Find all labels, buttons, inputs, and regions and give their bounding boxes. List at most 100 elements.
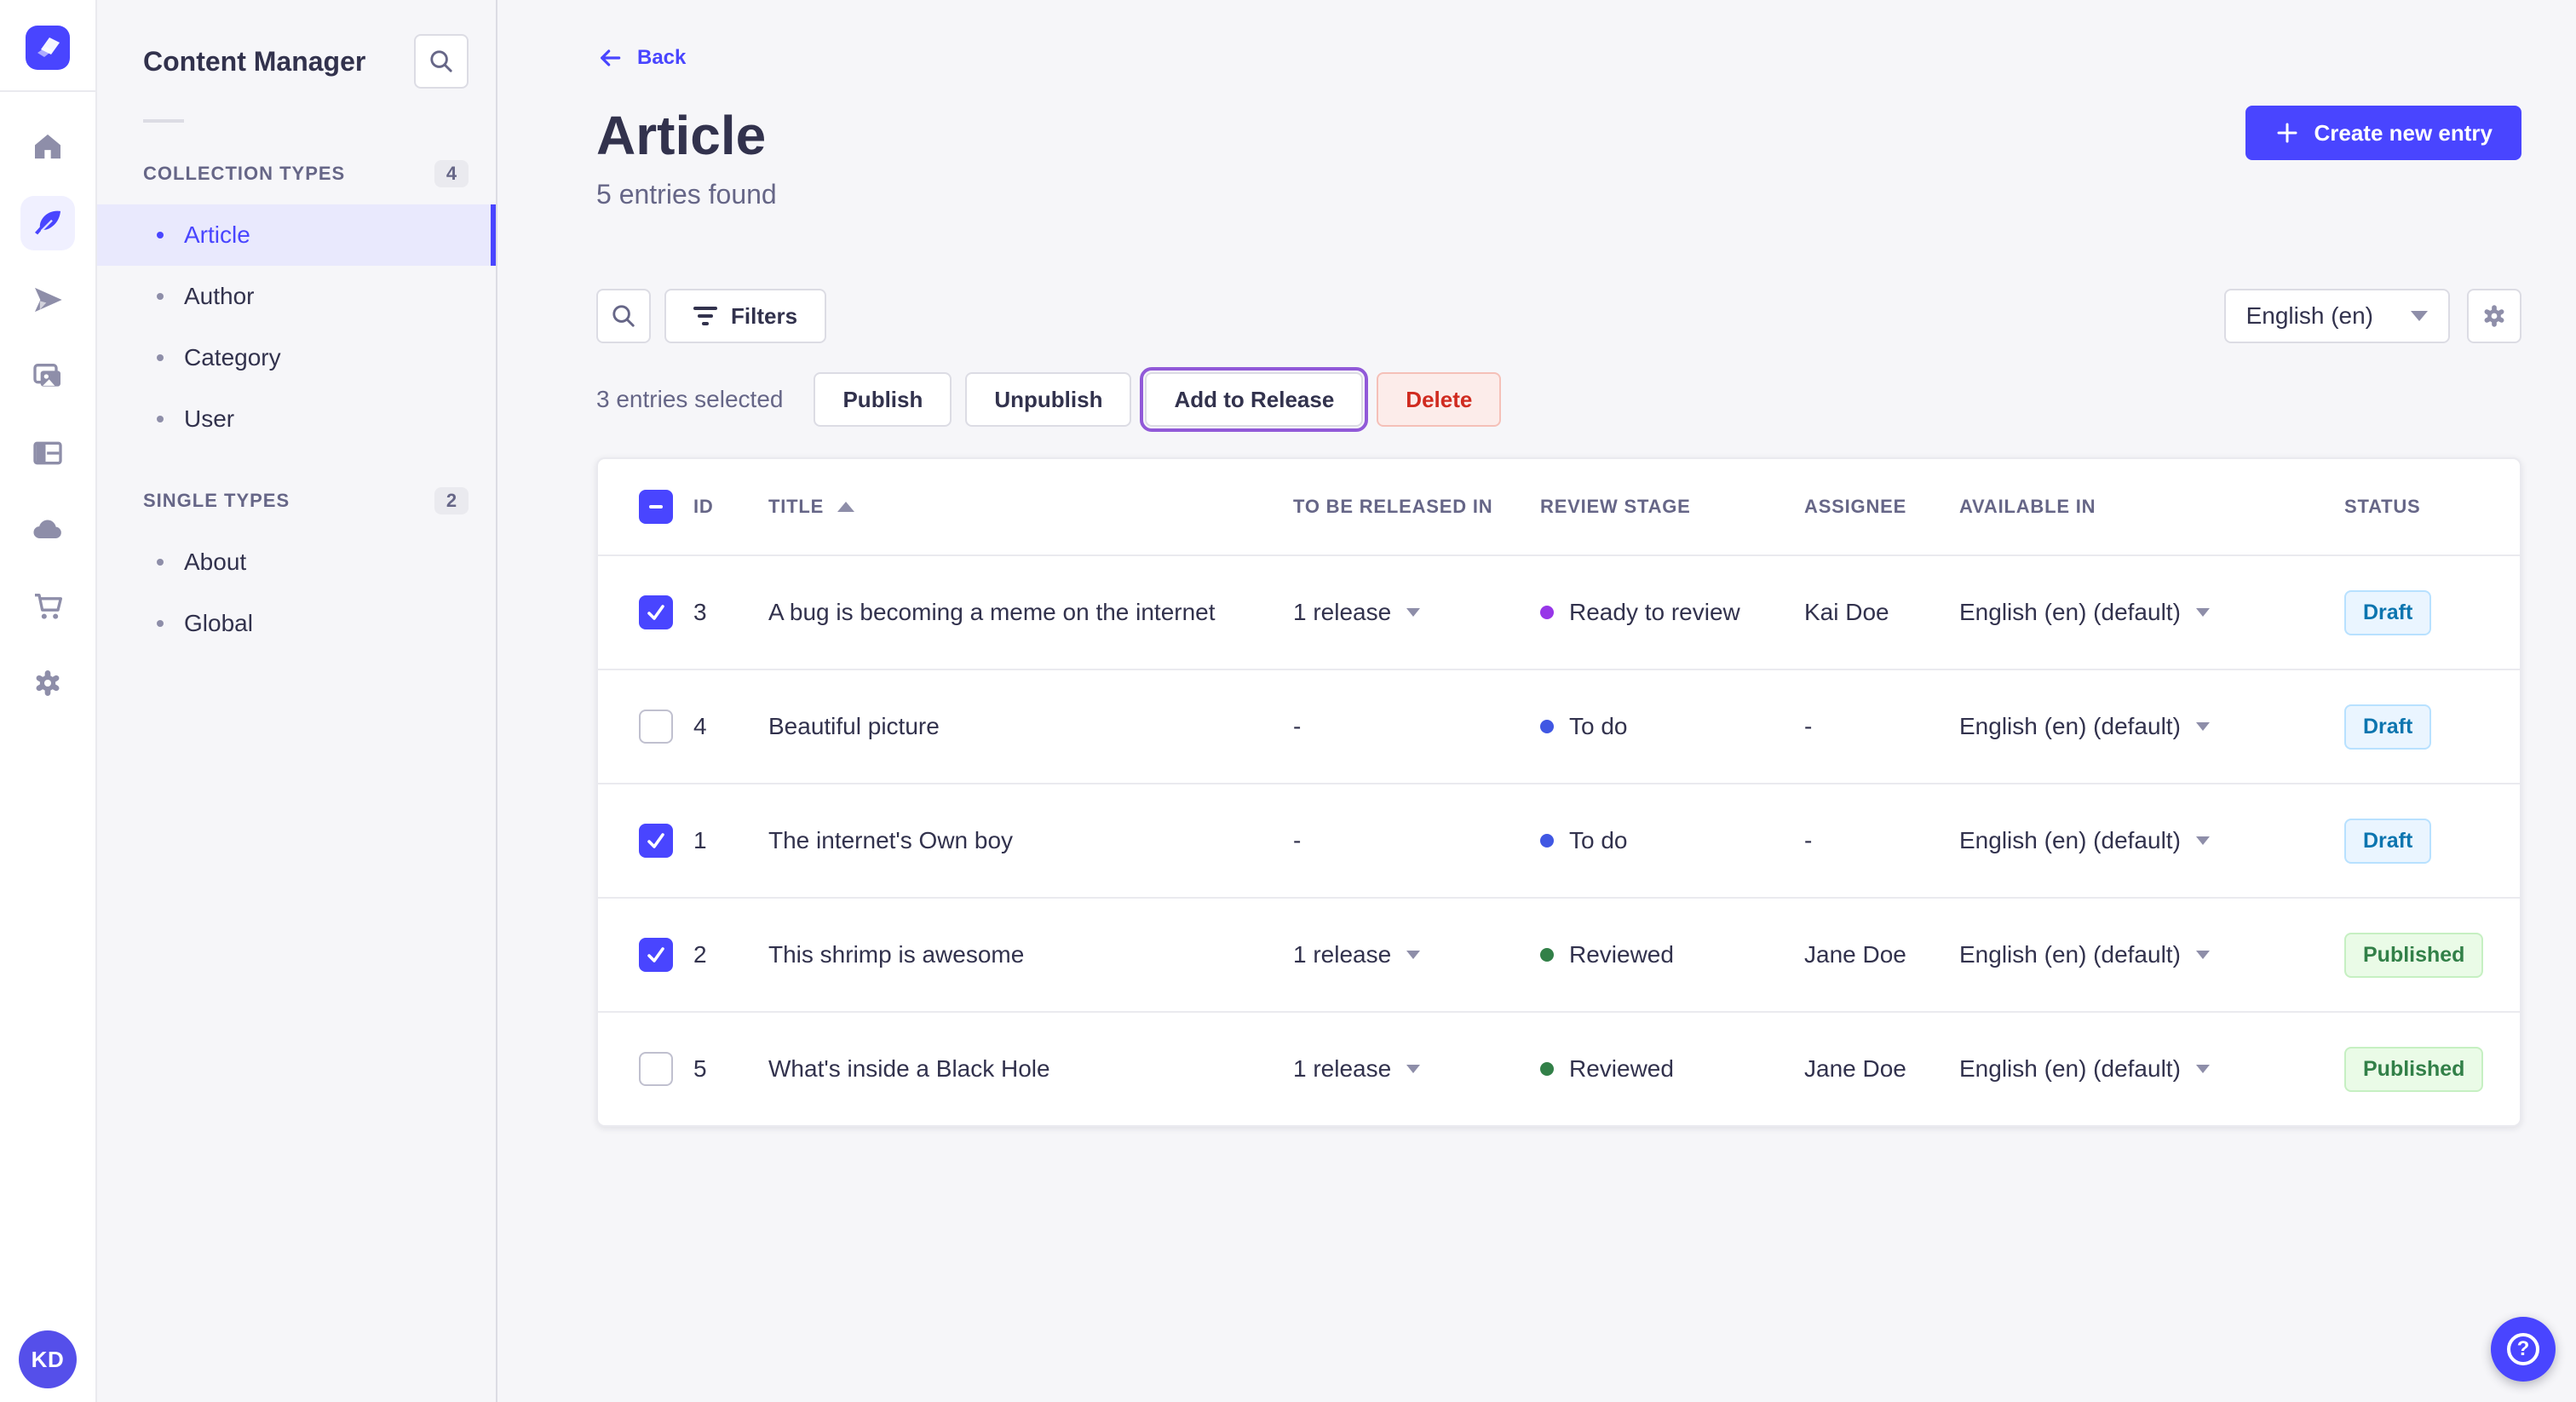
locale-select[interactable]: English (en) — [2223, 289, 2450, 344]
filter-icon — [693, 307, 717, 326]
table-row[interactable]: 1 The internet's Own boy - To do - Engli… — [598, 783, 2520, 897]
collection-types-count: 4 — [434, 160, 469, 187]
status-badge: Draft — [2344, 818, 2432, 864]
release-cell[interactable]: 1 release — [1293, 599, 1540, 626]
locale-label: English (en) (default) — [1959, 827, 2181, 854]
select-all-checkbox[interactable] — [639, 490, 673, 525]
row-title: This shrimp is awesome — [768, 941, 1025, 968]
bullet-icon — [157, 354, 164, 361]
column-header-available-in[interactable]: AVAILABLE IN — [1959, 496, 2096, 518]
create-new-entry-button[interactable]: Create new entry — [2245, 106, 2521, 160]
row-assignee: Kai Doe — [1804, 599, 1889, 626]
row-checkbox[interactable] — [639, 710, 673, 744]
release-cell[interactable]: 1 release — [1293, 1055, 1540, 1083]
sidebar-item-label: Author — [184, 283, 255, 309]
unpublish-button[interactable]: Unpublish — [965, 372, 1132, 428]
release-cell[interactable]: - — [1293, 827, 1540, 854]
column-header-to-be-released-in[interactable]: TO BE RELEASED IN — [1293, 496, 1493, 518]
entries-count: 5 entries found — [596, 179, 777, 210]
sidebar-item-label: Category — [184, 344, 281, 371]
release-cell[interactable]: 1 release — [1293, 941, 1540, 968]
bullet-icon — [157, 559, 164, 566]
nav-settings[interactable] — [20, 656, 75, 710]
nav-home[interactable] — [20, 119, 75, 174]
table-row[interactable]: 2 This shrimp is awesome 1 release Revie… — [598, 897, 2520, 1011]
collection-types-label: COLLECTION TYPES — [143, 163, 346, 184]
check-icon — [647, 605, 664, 621]
stage-dot-icon — [1540, 948, 1554, 962]
selection-summary: 3 entries selected — [596, 386, 784, 413]
gear-icon — [36, 670, 60, 696]
row-id: 4 — [693, 713, 707, 740]
user-avatar[interactable]: KD — [19, 1330, 77, 1388]
row-assignee: - — [1804, 713, 1813, 740]
sidebar-search-button[interactable] — [414, 34, 469, 89]
page-title: Article — [596, 105, 767, 166]
release-label: 1 release — [1293, 1055, 1392, 1083]
sidebar-item-category[interactable]: Category — [97, 327, 496, 388]
table-row[interactable]: 5 What's inside a Black Hole 1 release R… — [598, 1011, 2520, 1125]
sidebar-item-about[interactable]: About — [97, 531, 496, 593]
column-header-title[interactable]: TITLE — [768, 496, 1293, 518]
locale-cell[interactable]: English (en) (default) — [1959, 827, 2344, 854]
status-badge: Draft — [2344, 589, 2432, 635]
row-assignee: Jane Doe — [1804, 941, 1906, 968]
bullet-icon — [157, 293, 164, 300]
table-row[interactable]: 4 Beautiful picture - To do - English (e… — [598, 669, 2520, 783]
locale-cell[interactable]: English (en) (default) — [1959, 599, 2344, 626]
publish-button[interactable]: Publish — [814, 372, 952, 428]
home-icon — [35, 134, 60, 159]
stage-dot-icon — [1540, 834, 1554, 848]
stage-label: To do — [1569, 827, 1628, 854]
nav-media-library[interactable] — [20, 349, 75, 404]
row-assignee: - — [1804, 827, 1813, 854]
locale-cell[interactable]: English (en) (default) — [1959, 713, 2344, 740]
question-mark-icon: ? — [2507, 1333, 2539, 1365]
column-header-review-stage[interactable]: REVIEW STAGE — [1540, 496, 1691, 518]
row-checkbox[interactable] — [639, 1052, 673, 1087]
locale-selected-value: English (en) — [2245, 302, 2373, 330]
shopping-cart-icon — [35, 594, 63, 619]
back-link[interactable]: Back — [596, 44, 686, 72]
table-row[interactable]: 3 A bug is becoming a meme on the intern… — [598, 554, 2520, 669]
help-button[interactable]: ? — [2491, 1317, 2556, 1382]
delete-button[interactable]: Delete — [1377, 372, 1502, 428]
add-to-release-button[interactable]: Add to Release — [1140, 367, 1369, 433]
sidebar-item-author[interactable]: Author — [97, 266, 496, 327]
row-checkbox[interactable] — [639, 938, 673, 973]
search-icon — [612, 305, 635, 328]
column-header-assignee[interactable]: ASSIGNEE — [1804, 496, 1907, 518]
stage-dot-icon — [1540, 606, 1554, 620]
nav-releases[interactable] — [20, 273, 75, 327]
column-header-id[interactable]: ID — [693, 496, 714, 518]
chevron-down-icon — [2195, 951, 2210, 960]
sidebar-item-global[interactable]: Global — [97, 593, 496, 654]
release-label: 1 release — [1293, 941, 1392, 968]
chevron-down-icon — [1406, 608, 1421, 618]
nav-content-type-builder[interactable] — [20, 426, 75, 480]
release-label: - — [1293, 827, 1302, 854]
paper-plane-icon — [35, 287, 62, 313]
locale-cell[interactable]: English (en) (default) — [1959, 1055, 2344, 1083]
single-types-label: SINGLE TYPES — [143, 490, 290, 511]
nav-content-manager[interactable] — [20, 196, 75, 250]
release-cell[interactable]: - — [1293, 713, 1540, 740]
search-entries-button[interactable] — [596, 289, 651, 344]
locale-cell[interactable]: English (en) (default) — [1959, 941, 2344, 968]
nav-marketplace[interactable] — [20, 579, 75, 634]
chevron-down-icon — [2195, 608, 2210, 618]
sidebar-item-article[interactable]: Article — [97, 204, 496, 266]
sidebar-item-user[interactable]: User — [97, 388, 496, 450]
column-header-status[interactable]: STATUS — [2344, 496, 2421, 518]
nav-deploy-cloud[interactable] — [20, 503, 75, 557]
view-settings-button[interactable] — [2467, 289, 2521, 344]
filters-button[interactable]: Filters — [664, 289, 827, 344]
row-id: 5 — [693, 1055, 707, 1083]
strapi-logo[interactable] — [26, 26, 70, 70]
row-checkbox[interactable] — [639, 824, 673, 859]
review-stage-cell: Reviewed — [1540, 941, 1804, 968]
stage-dot-icon — [1540, 1062, 1554, 1077]
sidebar-title: Content Manager — [143, 45, 366, 77]
row-checkbox[interactable] — [639, 595, 673, 630]
chevron-down-icon — [2411, 311, 2428, 322]
